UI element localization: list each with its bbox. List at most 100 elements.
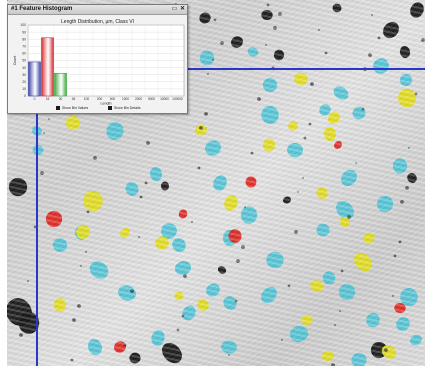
pore-speck: [310, 82, 314, 86]
particle-class-cyan: [289, 325, 309, 343]
particle-class-yellow: [83, 190, 103, 212]
particle-class-yellow: [65, 115, 81, 131]
pore-feature: [332, 3, 342, 13]
pore-speck: [257, 97, 261, 101]
pore-speck: [334, 324, 336, 326]
pore-speck: [318, 29, 320, 31]
x-axis-label: Length: [101, 102, 112, 106]
pore-speck: [414, 92, 418, 96]
x-tick-label: 100000: [172, 97, 183, 101]
pore-speck: [48, 118, 50, 120]
y-tick-label: 80: [22, 37, 26, 41]
particle-class-red: [334, 140, 342, 150]
particle-class-cyan: [396, 317, 410, 331]
particle-class-cyan: [366, 312, 380, 328]
particle-class-yellow: [398, 88, 416, 108]
particle-class-yellow: [195, 124, 207, 136]
histogram-bar[interactable]: [54, 72, 67, 97]
particle-class-yellow: [328, 111, 340, 125]
histogram-window[interactable]: #1 Feature Histogram ▭ ✕ Length Distribu…: [7, 4, 188, 114]
particle-class-cyan: [376, 195, 394, 213]
particle-class-cyan: [199, 50, 215, 66]
x-tick-label: 2000: [135, 97, 142, 101]
particle-class-cyan: [174, 261, 192, 275]
pore-speck: [421, 38, 425, 42]
show-bin-values-label: Show Bin Values: [62, 106, 89, 110]
pore-speck: [77, 304, 81, 308]
particle-class-cyan: [87, 339, 103, 355]
histogram-titlebar[interactable]: #1 Feature Histogram ▭ ✕: [8, 5, 187, 15]
particle-class-yellow: [354, 252, 372, 272]
pore-speck: [347, 215, 351, 219]
particle-class-cyan: [221, 340, 237, 354]
particle-class-cyan: [32, 144, 44, 156]
y-tick-label: 60: [22, 52, 26, 56]
particle-class-red: [178, 209, 188, 219]
particle-class-cyan: [213, 175, 227, 191]
histogram-bar[interactable]: [28, 61, 41, 97]
pore-feature: [282, 196, 292, 204]
x-tick-label: 45: [72, 97, 76, 101]
histogram-bar[interactable]: [41, 37, 54, 97]
particle-class-yellow: [120, 227, 130, 239]
particle-class-cyan: [261, 286, 277, 304]
pore-speck: [27, 280, 29, 282]
pore-speck: [7, 0, 8, 1]
particle-class-cyan: [266, 251, 284, 269]
particle-class-cyan: [373, 58, 389, 74]
y-tick-label: 70: [22, 45, 26, 49]
pore-speck: [70, 358, 74, 362]
pore-speck: [139, 195, 143, 199]
particle-class-yellow: [262, 138, 276, 152]
pore-feature: [261, 9, 273, 21]
x-tick-label: 15: [46, 97, 50, 101]
y-axis-label: Count: [13, 56, 17, 66]
pore-speck: [355, 162, 357, 164]
pore-feature: [410, 2, 424, 18]
pore-speck: [294, 230, 298, 234]
show-bin-values-checkbox[interactable]: Show Bin Values: [56, 106, 88, 112]
particle-class-yellow: [301, 314, 313, 326]
particle-class-cyan: [333, 86, 349, 100]
particle-class-cyan: [223, 296, 237, 310]
particle-class-cyan: [182, 305, 196, 321]
pore-speck: [236, 259, 240, 263]
pore-speck: [176, 328, 180, 332]
window-title: #1 Feature Histogram: [11, 6, 73, 12]
pore-speck: [393, 254, 397, 258]
pore-speck: [339, 310, 341, 312]
particle-class-cyan: [118, 285, 136, 301]
vertical-guide-line[interactable]: [36, 68, 38, 366]
close-icon[interactable]: ✕: [179, 6, 186, 12]
pore-speck: [212, 59, 214, 61]
pore-speck: [241, 245, 245, 249]
show-bin-details-label: Show Bin Details: [114, 106, 141, 110]
pore-feature: [162, 342, 182, 364]
checkbox-icon: [56, 106, 60, 111]
pore-speck: [204, 112, 208, 116]
particle-class-cyan: [400, 287, 418, 307]
pore-speck: [331, 363, 335, 366]
pore-speck: [130, 289, 134, 293]
x-tick-label: 5000: [148, 97, 155, 101]
particle-class-cyan: [151, 330, 165, 346]
horizontal-guide-line[interactable]: [7, 68, 425, 70]
pore-speck: [398, 240, 402, 244]
particle-class-yellow: [155, 236, 169, 250]
pore-speck: [244, 206, 246, 208]
pore-speck: [234, 299, 238, 303]
pore-speck: [191, 221, 193, 223]
pore-speck: [405, 186, 409, 190]
show-bin-details-checkbox[interactable]: Show Bin Details: [108, 106, 140, 112]
particle-class-yellow: [363, 232, 375, 244]
particle-class-cyan: [125, 182, 139, 196]
particle-class-cyan: [322, 271, 336, 285]
particle-class-yellow: [324, 126, 336, 142]
particle-class-yellow: [310, 280, 324, 292]
particle-class-yellow: [294, 72, 308, 86]
y-tick-label: 40: [22, 66, 26, 70]
particle-class-cyan: [338, 283, 356, 301]
y-tick-label: 50: [22, 59, 26, 63]
restore-icon[interactable]: ▭: [171, 6, 178, 12]
